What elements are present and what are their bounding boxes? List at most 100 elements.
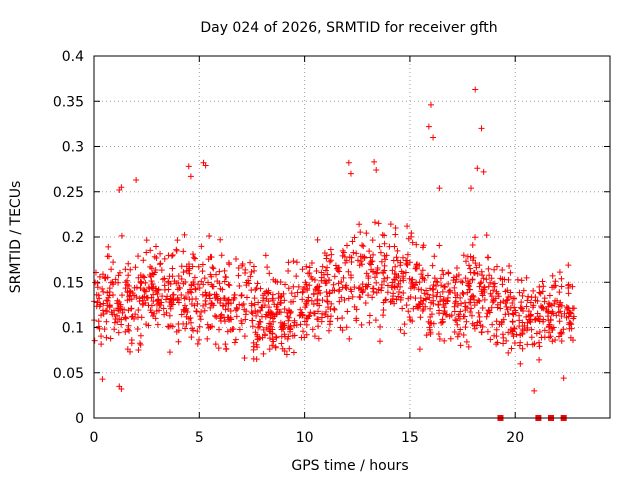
data-point [325, 327, 332, 334]
data-point [198, 243, 205, 250]
data-point [226, 261, 233, 268]
y-tick-label: 0.3 [62, 140, 84, 156]
data-point [531, 387, 538, 394]
data-point [521, 322, 528, 329]
data-point [187, 319, 194, 326]
data-point [467, 185, 474, 192]
data-point [441, 337, 448, 344]
data-point [224, 314, 231, 321]
data-point [318, 318, 325, 325]
data-point [544, 313, 551, 320]
data-point [186, 270, 193, 277]
data-point [368, 261, 375, 268]
data-point [459, 279, 466, 286]
data-point [356, 221, 363, 228]
data-point [340, 274, 347, 281]
data-point [95, 318, 102, 325]
data-point [451, 303, 458, 310]
data-point [492, 295, 499, 302]
data-point [390, 293, 397, 300]
data-point [251, 295, 258, 302]
data-point [440, 271, 447, 278]
data-point [480, 168, 487, 175]
data-point [270, 276, 277, 283]
data-point [203, 293, 210, 300]
data-point [434, 279, 441, 286]
data-point [254, 280, 261, 287]
data-point [509, 300, 516, 307]
data-point [457, 326, 464, 333]
data-point [322, 267, 329, 274]
data-point [358, 321, 365, 328]
plot-frame [93, 55, 611, 419]
data-point [434, 289, 441, 296]
data-point [464, 253, 471, 260]
y-tick-label: 0.05 [53, 366, 84, 382]
data-point [478, 329, 485, 336]
data-point [283, 351, 290, 358]
data-point [324, 313, 331, 320]
data-point [184, 309, 191, 316]
data-point [427, 305, 434, 312]
data-point [327, 306, 334, 313]
data-point [362, 299, 369, 306]
data-point [166, 349, 173, 356]
data-point [100, 300, 107, 307]
data-point [530, 302, 537, 309]
data-point [408, 230, 415, 237]
data-point [486, 309, 493, 316]
data-point [153, 243, 160, 250]
data-point [247, 259, 254, 266]
data-point [235, 265, 242, 272]
data-point [118, 184, 125, 191]
data-point [541, 327, 548, 334]
data-point [374, 266, 381, 273]
data-point [335, 280, 342, 287]
data-point [500, 340, 507, 347]
data-point [353, 306, 360, 313]
data-point [242, 270, 249, 277]
data-point [193, 308, 200, 315]
data-point [217, 297, 224, 304]
data-point [293, 273, 300, 280]
data-point [464, 278, 471, 285]
data-point [563, 314, 570, 321]
data-point [171, 278, 178, 285]
data-point [447, 335, 454, 342]
data-point [534, 310, 541, 317]
data-point [96, 295, 103, 302]
data-point [426, 324, 433, 331]
data-point [336, 286, 343, 293]
data-point [376, 243, 383, 250]
data-point [538, 304, 545, 311]
data-point [359, 289, 366, 296]
data-point [557, 330, 564, 337]
data-point [128, 305, 135, 312]
data-point [369, 237, 376, 244]
data-point [378, 287, 385, 294]
data-point [296, 312, 303, 319]
data-point [94, 284, 101, 291]
data-point [468, 305, 475, 312]
data-point [346, 335, 353, 342]
data-point [412, 295, 419, 302]
data-point [428, 299, 435, 306]
data-point [330, 281, 337, 288]
data-point [106, 303, 113, 310]
data-point [424, 291, 431, 298]
data-point [567, 320, 574, 327]
data-point [541, 334, 548, 341]
data-point [415, 286, 422, 293]
data-point [185, 163, 192, 170]
data-point [384, 282, 391, 289]
data-point [523, 274, 530, 281]
data-point [158, 299, 165, 306]
data-point [114, 300, 121, 307]
data-point [321, 277, 328, 284]
data-point [158, 267, 165, 274]
data-point [189, 263, 196, 270]
data-point [524, 319, 531, 326]
data-point [104, 253, 111, 260]
data-point [358, 258, 364, 265]
data-point [536, 328, 543, 335]
